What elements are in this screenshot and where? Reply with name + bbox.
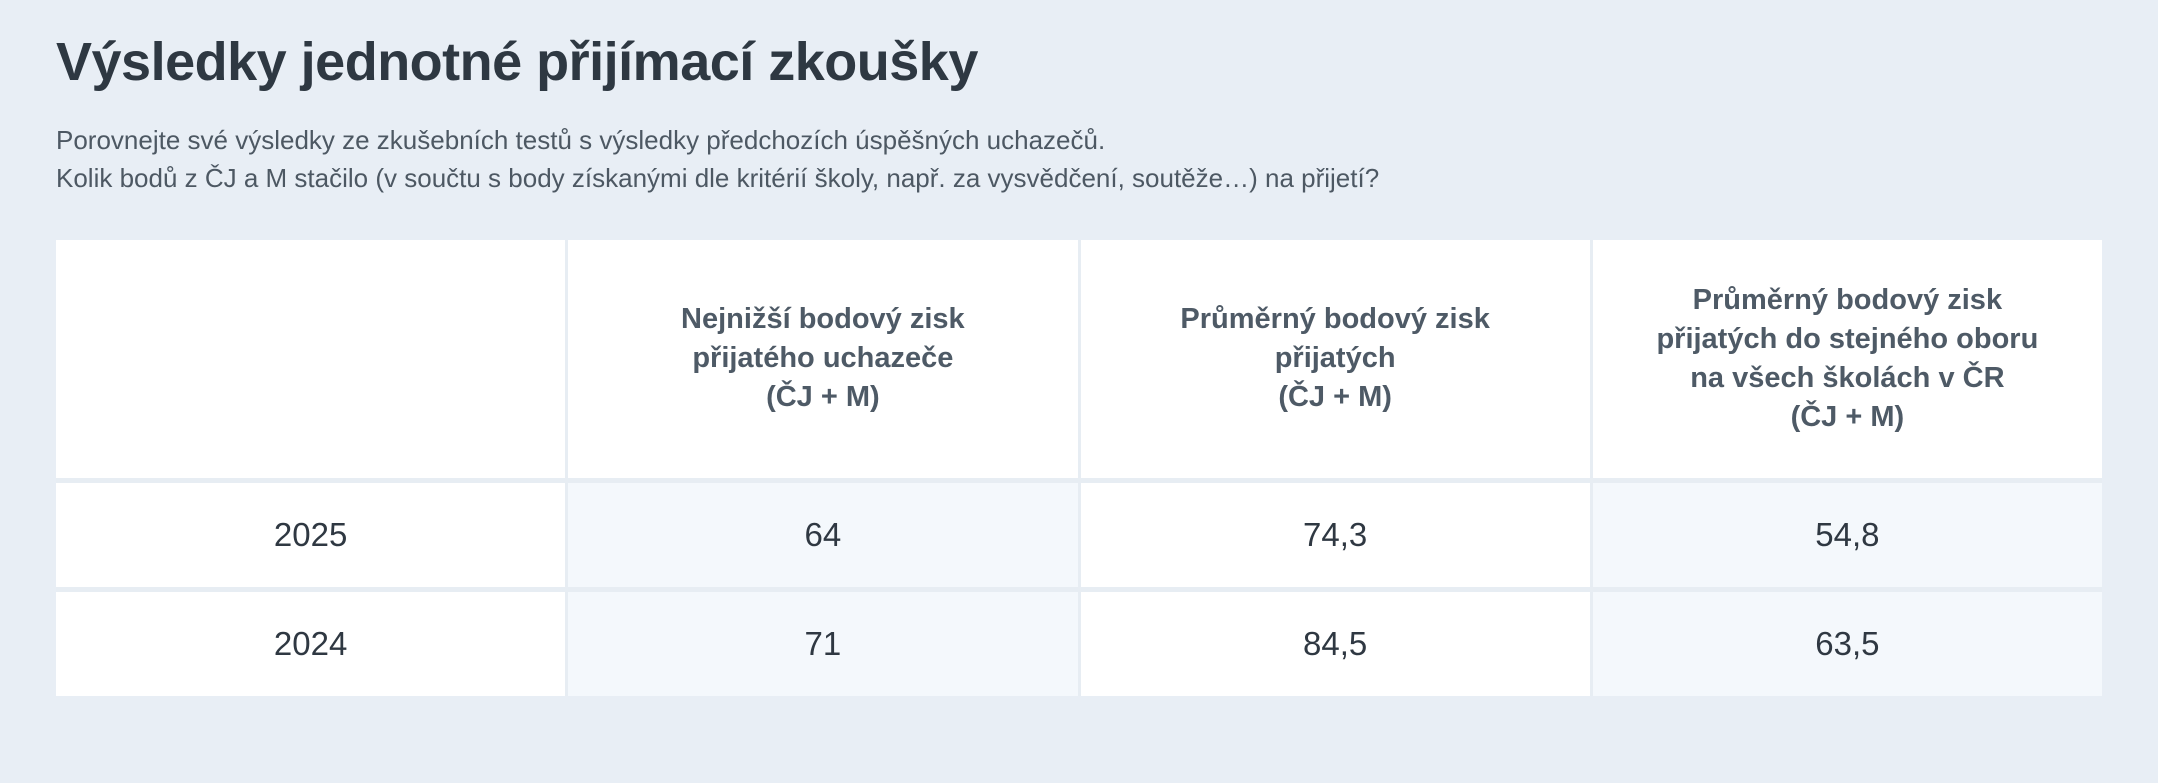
table-header-cell-average-score-all-cz: Průměrný bodový zisk přijatých do stejné…: [1592, 239, 2102, 478]
page-description-line-1: Porovnejte své výsledky ze zkušebních te…: [56, 124, 1106, 155]
page-description: Porovnejte své výsledky ze zkušebních te…: [56, 121, 2102, 197]
year-cell: 2024: [56, 591, 566, 696]
results-table: Nejnižší bodový zisk přijatého uchazeče …: [56, 239, 2102, 696]
average-score-cell: 84,5: [1080, 591, 1590, 696]
average-score-all-cz-cell: 54,8: [1592, 482, 2102, 587]
page-description-line-2: Kolik bodů z ČJ a M stačilo (v součtu s …: [56, 162, 1380, 193]
page-title: Výsledky jednotné přijímací zkoušky: [56, 32, 978, 92]
table-header-cell-average-score: Průměrný bodový zisk přijatých (ČJ + M): [1080, 239, 1590, 478]
average-score-cell: 74,3: [1080, 482, 1590, 587]
year-cell: 2025: [56, 482, 566, 587]
results-section: Výsledky jednotné přijímací zkoušky Poro…: [56, 32, 2102, 696]
lowest-score-cell: 64: [568, 482, 1078, 587]
table-header-cell-lowest-score: Nejnižší bodový zisk přijatého uchazeče …: [568, 239, 1078, 478]
lowest-score-cell: 71: [568, 591, 1078, 696]
average-score-all-cz-cell: 63,5: [1592, 591, 2102, 696]
table-header-cell-year: [56, 239, 566, 478]
